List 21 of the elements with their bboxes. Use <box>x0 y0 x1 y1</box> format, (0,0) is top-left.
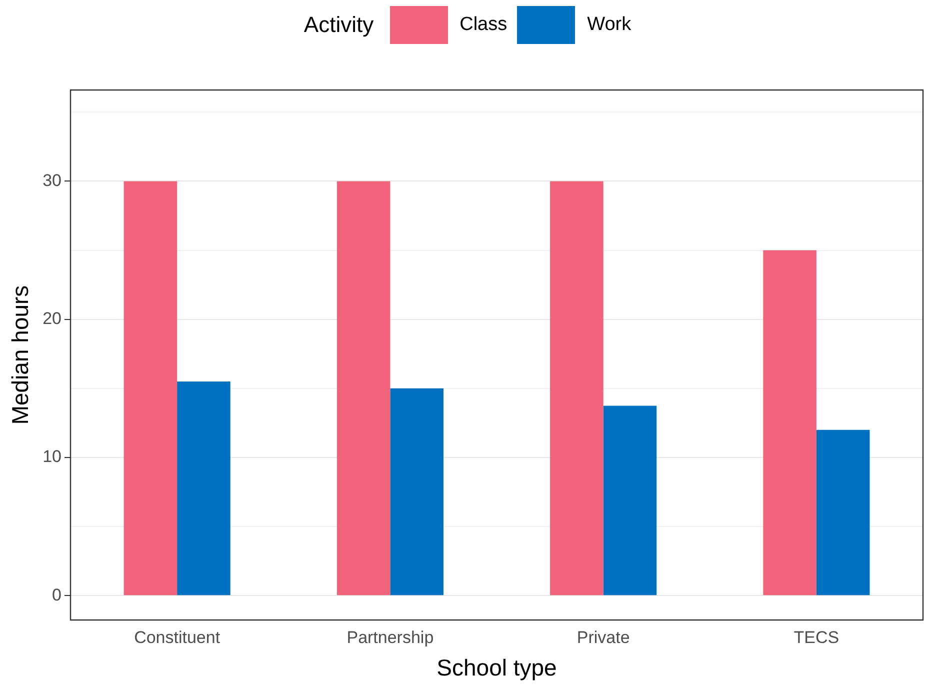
legend-title: Activity <box>304 12 374 38</box>
bar <box>177 382 230 596</box>
x-tick-label: Private <box>576 628 630 647</box>
bar <box>816 430 870 596</box>
legend-label: Work <box>587 14 632 36</box>
legend-label: Class <box>460 14 508 36</box>
bar <box>550 181 604 596</box>
bar <box>124 181 178 596</box>
y-axis-title: Median hours <box>7 285 34 425</box>
bar <box>603 406 657 596</box>
x-tick-label: Partnership <box>346 628 434 647</box>
y-tick-label: 30 <box>42 170 62 190</box>
x-tick-label: TECS <box>794 628 840 647</box>
bar <box>390 388 444 596</box>
y-tick-label: 10 <box>42 447 62 466</box>
bar <box>336 181 390 596</box>
y-tick-label: 0 <box>52 585 62 604</box>
x-tick-label: Constituent <box>134 628 220 647</box>
bar <box>763 250 816 596</box>
y-tick-label: 20 <box>42 309 62 328</box>
x-axis-title: School type <box>436 654 557 681</box>
